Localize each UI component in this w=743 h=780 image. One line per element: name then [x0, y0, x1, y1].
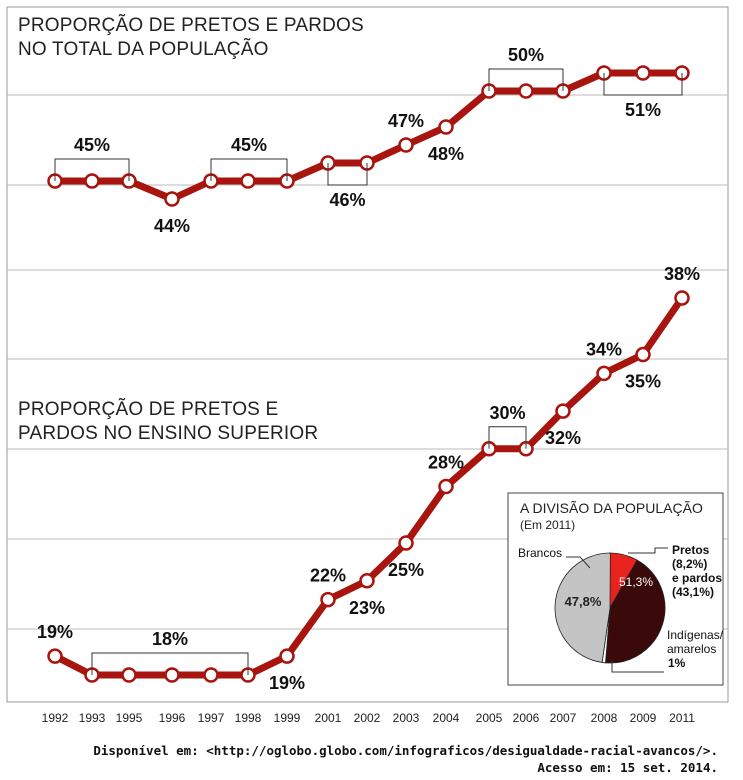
- x-tick-label: 1999: [274, 711, 301, 725]
- source-citation: Disponível em: <http://oglobo.globo.com/…: [93, 742, 718, 776]
- population-point-1998: [240, 173, 256, 189]
- pie-title: A DIVISÃO DA POPULAÇÃO: [520, 500, 703, 516]
- x-tick-label: 2009: [630, 711, 657, 725]
- pie-label-pretos-pardos: Pretos (8,2%) e pardos (43,1%): [672, 543, 722, 599]
- population-point-2009: [635, 65, 651, 81]
- pie-label-brancos: Brancos: [518, 546, 563, 560]
- pie-label-pretos-line-4: (43,1%): [672, 585, 715, 599]
- pie-value-label: 51,3%: [619, 575, 653, 589]
- pie-label-pretos-line-3: e pardos: [672, 571, 723, 585]
- pie-label-indigenas-line-1: Indígenas/: [667, 628, 724, 642]
- x-tick-label: 1992: [42, 711, 69, 725]
- higher-education-title-line-1: PROPORÇÃO DE PRETOS E: [18, 399, 279, 420]
- higher-education-point-2001: [320, 591, 336, 608]
- higher-education-point-2004: [438, 478, 454, 495]
- higher-education-bracket: [488, 426, 527, 449]
- higher-education-chart-title: PROPORÇÃO DE PRETOS E PARDOS NO ENSINO S…: [18, 398, 325, 446]
- pretos-leader: [628, 547, 668, 554]
- pie-label-indigenas-line-2: amarelos: [667, 642, 717, 656]
- population-point-2006: [518, 83, 534, 99]
- x-tick-label: 1997: [198, 711, 225, 725]
- population-point-2004: [438, 119, 454, 135]
- pie-slice-pardos: [605, 559, 666, 664]
- x-tick-label: 2011: [669, 711, 695, 725]
- x-tick-label: 2003: [393, 711, 420, 725]
- higher-education-point-1995: [121, 667, 137, 683]
- x-tick-label: 1996: [159, 711, 186, 725]
- population-data-label: 51%: [625, 100, 661, 120]
- higher-education-title-line-2: PARDOS NO ENSINO SUPERIOR: [18, 423, 319, 444]
- pie-label-pretos-line-1: Pretos: [672, 543, 710, 557]
- population-data-label: 47%: [388, 111, 424, 131]
- population-point-2003: [398, 137, 414, 153]
- pie-label-pretos-line-2: (8,2%): [672, 557, 708, 571]
- indigenas-leader: [611, 660, 664, 673]
- population-series-line: [51, 69, 686, 203]
- x-tick-label: 1995: [116, 711, 143, 725]
- higher-education-point-1996: [164, 667, 180, 683]
- pie-value-label: 47,8%: [565, 594, 602, 609]
- population-bracket: [488, 68, 564, 91]
- higher-education-bracket: [91, 652, 249, 675]
- higher-education-point-2009: [635, 346, 651, 363]
- x-tick-label: 2001: [315, 711, 342, 725]
- pie-slice-brancos: [554, 552, 611, 663]
- population-bracket: [603, 73, 683, 96]
- higher-education-data-label: 28%: [428, 453, 464, 473]
- population-data-label: 45%: [231, 135, 267, 155]
- population-title-line-2: NO TOTAL DA POPULAÇÃO: [18, 39, 269, 60]
- pie-label-indigenas: Indígenas/ amarelos 1%: [667, 628, 723, 670]
- higher-education-point-2008: [596, 365, 612, 382]
- higher-education-data-label: 22%: [310, 566, 346, 586]
- x-tick-label: 1998: [235, 711, 262, 725]
- population-bracket: [54, 158, 130, 181]
- x-tick-label: 2002: [354, 711, 381, 725]
- higher-education-data-label: 23%: [349, 598, 385, 618]
- higher-education-data-label: 25%: [388, 560, 424, 580]
- higher-education-data-label: 35%: [625, 372, 661, 392]
- x-tick-label: 2005: [476, 711, 503, 725]
- population-point-1993: [84, 173, 100, 189]
- population-chart-title: PROPORÇÃO DE PRETOS E PARDOS NO TOTAL DA…: [18, 14, 370, 62]
- higher-education-point-1999: [279, 648, 295, 664]
- pie-label-indigenas-line-3: 1%: [668, 656, 686, 670]
- x-tick-label: 1993: [79, 711, 106, 725]
- brancos-leader: [566, 556, 591, 569]
- higher-education-data-label: 18%: [152, 629, 188, 649]
- higher-education-point-1992: [47, 648, 63, 664]
- x-tick-label: 2006: [513, 711, 540, 725]
- population-bracket: [210, 158, 288, 181]
- population-point-1996: [164, 191, 180, 207]
- pie-subtitle: (Em 2011): [520, 518, 576, 532]
- higher-education-data-label: 19%: [269, 673, 305, 693]
- population-data-label: 46%: [329, 190, 365, 210]
- higher-education-point-2007: [555, 403, 571, 419]
- higher-education-point-1997: [203, 667, 219, 683]
- x-tick-label: 2007: [550, 711, 577, 725]
- higher-education-data-label: 32%: [545, 428, 581, 448]
- higher-education-point-2002: [359, 573, 375, 589]
- population-bracket: [327, 163, 368, 186]
- higher-education-point-2011: [674, 290, 690, 306]
- chart-frame: [6, 6, 729, 703]
- source-line-2: Acesso em: 15 set. 2014.: [537, 760, 718, 775]
- source-line-1: Disponível em: <http://oglobo.globo.com/…: [93, 743, 718, 758]
- x-tick-label: 2004: [433, 711, 460, 725]
- higher-education-point-2003: [398, 535, 414, 551]
- higher-education-data-label: 34%: [586, 339, 622, 359]
- population-data-label: 45%: [74, 135, 110, 155]
- higher-education-data-label: 38%: [664, 264, 700, 284]
- higher-education-data-label: 19%: [37, 622, 73, 642]
- higher-education-data-label: 30%: [489, 403, 525, 423]
- population-data-label: 50%: [508, 45, 544, 65]
- population-data-label: 48%: [428, 144, 464, 164]
- population-title-line-1: PROPORÇÃO DE PRETOS E PARDOS: [18, 15, 364, 36]
- population-data-label: 44%: [154, 216, 190, 236]
- x-tick-label: 2008: [591, 711, 618, 725]
